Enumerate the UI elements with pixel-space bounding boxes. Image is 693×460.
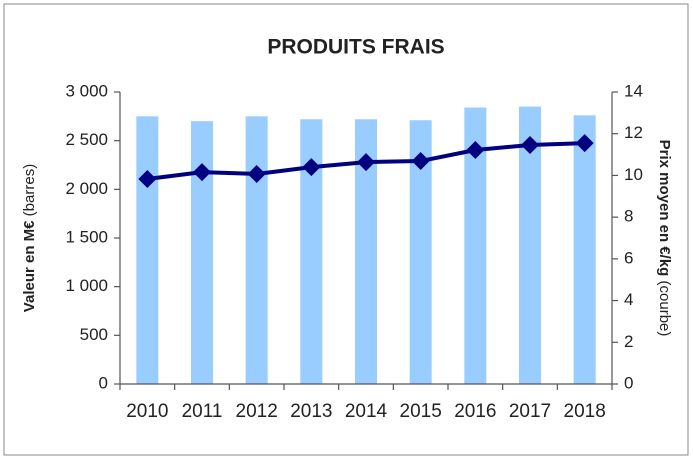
y2-tick-label: 2 bbox=[624, 332, 633, 351]
bar bbox=[573, 115, 596, 385]
y-tick-label: 2 500 bbox=[65, 130, 108, 149]
y-tick-label: 1 500 bbox=[65, 227, 108, 246]
price-marker bbox=[302, 158, 321, 177]
y-tick-label: 0 bbox=[99, 373, 108, 392]
x-tick-label: 2018 bbox=[564, 401, 606, 422]
price-marker bbox=[138, 169, 157, 188]
x-tick-label: 2010 bbox=[126, 401, 168, 422]
chart-title: PRODUITS FRAIS bbox=[267, 36, 444, 59]
price-marker bbox=[575, 134, 594, 153]
y-tick-label: 3 000 bbox=[65, 81, 108, 100]
bar bbox=[136, 116, 159, 384]
bar bbox=[300, 119, 323, 385]
x-tick-label: 2015 bbox=[400, 401, 442, 422]
y2-axis-label: Prix moyen en €/kg (courbe) bbox=[656, 140, 673, 337]
y2-tick-label: 4 bbox=[624, 290, 633, 309]
price-marker bbox=[357, 153, 375, 172]
bar bbox=[355, 119, 377, 385]
price-marker bbox=[247, 164, 266, 183]
y2-tick-label: 6 bbox=[624, 248, 633, 267]
price-marker bbox=[411, 152, 430, 171]
y-axis-label-note: (barres) bbox=[21, 164, 38, 217]
y2-tick-label: 12 bbox=[624, 123, 643, 142]
y2-tick-label: 0 bbox=[624, 373, 633, 392]
price-marker bbox=[193, 163, 211, 182]
bar bbox=[245, 116, 268, 384]
bar bbox=[519, 106, 541, 384]
x-tick-label: 2017 bbox=[509, 401, 551, 422]
x-tick-label: 2014 bbox=[345, 401, 388, 422]
y2-tick-label: 14 bbox=[624, 81, 643, 100]
bar bbox=[464, 107, 487, 384]
y-tick-label: 1 000 bbox=[65, 276, 108, 295]
y2-tick-label: 10 bbox=[624, 165, 643, 184]
y-tick-label: 500 bbox=[80, 325, 108, 344]
price-marker bbox=[466, 140, 485, 159]
x-tick-label: 2011 bbox=[182, 401, 223, 422]
y-axis-label: Valeur en M€ (barres) bbox=[21, 164, 38, 312]
y2-tick-label: 8 bbox=[624, 207, 633, 226]
y2-axis-label-note: (courbe) bbox=[656, 281, 673, 337]
bar bbox=[191, 121, 213, 384]
x-tick-label: 2012 bbox=[236, 401, 278, 422]
x-tick-label: 2013 bbox=[290, 401, 332, 422]
y-axis-label-main: Valeur en M€ bbox=[21, 220, 38, 312]
x-tick-label: 2016 bbox=[454, 401, 496, 422]
y2-axis-label-main: Prix moyen en €/kg bbox=[656, 140, 673, 277]
bar bbox=[409, 120, 432, 384]
y-tick-label: 2 000 bbox=[65, 179, 108, 198]
price-marker bbox=[521, 135, 539, 154]
